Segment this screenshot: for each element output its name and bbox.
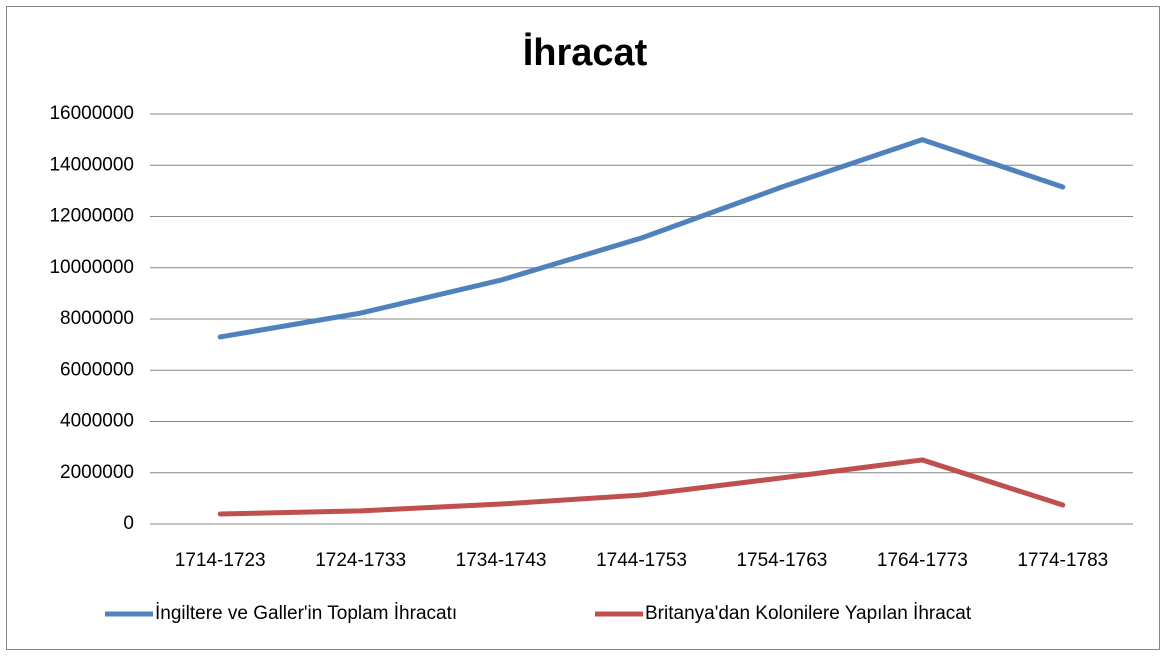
x-tick-label: 1764-1773 <box>877 550 968 571</box>
y-tick-label: 16000000 <box>49 103 134 124</box>
y-tick-label: 0 <box>123 513 134 534</box>
x-tick-label: 1754-1763 <box>736 550 827 571</box>
y-tick-label: 8000000 <box>60 308 134 329</box>
y-tick-label: 4000000 <box>60 411 134 432</box>
series-line <box>217 137 1066 340</box>
legend-label: Britanya'dan Kolonilere Yapılan İhracat <box>645 603 972 624</box>
x-tick-label: 1774-1783 <box>1017 550 1108 571</box>
y-tick-label: 6000000 <box>60 359 134 380</box>
x-tick-label: 1724-1733 <box>315 550 406 571</box>
x-tick-label: 1714-1723 <box>175 550 266 571</box>
x-tick-label: 1744-1753 <box>596 550 687 571</box>
x-tick-label: 1734-1743 <box>456 550 547 571</box>
y-tick-label: 14000000 <box>49 154 134 175</box>
chart-title: İhracat <box>523 32 648 74</box>
legend-label: İngiltere ve Galler'in Toplam İhracatı <box>155 603 457 624</box>
y-tick-label: 10000000 <box>49 257 134 278</box>
series-line <box>217 457 1066 517</box>
y-tick-label: 2000000 <box>60 462 134 483</box>
y-tick-label: 12000000 <box>49 206 134 227</box>
